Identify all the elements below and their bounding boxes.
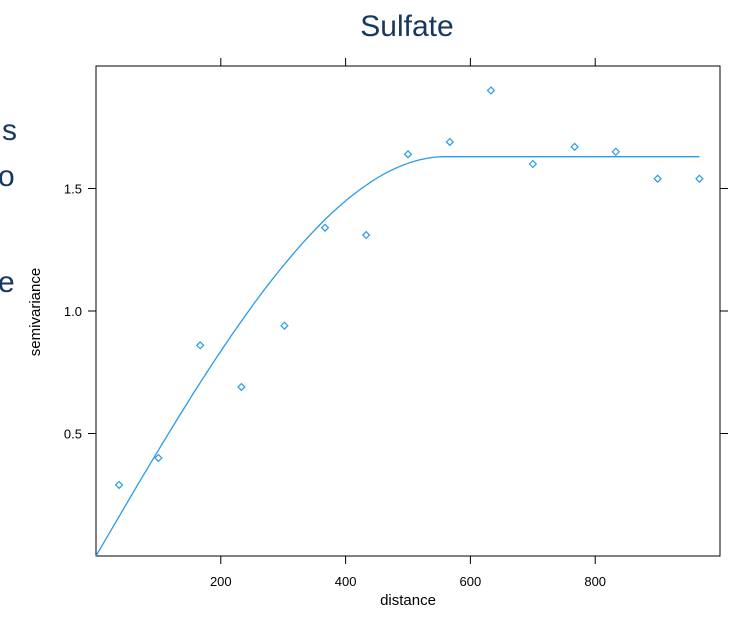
data-point-14 xyxy=(653,174,662,183)
x-axis-tick-labels: 200 400 600 800 xyxy=(210,574,606,589)
data-point-3 xyxy=(195,341,205,350)
chart-title: Sulfate xyxy=(360,10,453,43)
data-point-7 xyxy=(361,230,371,240)
y-axis-tick-labels: 0.5 1.0 1.5 xyxy=(64,182,82,442)
data-point-12 xyxy=(570,142,579,152)
left-text-fragment-3: e xyxy=(0,266,15,299)
data-points xyxy=(114,86,704,490)
x-tick-label-800: 800 xyxy=(584,574,606,589)
x-tick-label-200: 200 xyxy=(210,574,232,589)
data-point-11 xyxy=(528,159,538,169)
left-text-fragment-2: o xyxy=(0,160,15,193)
data-point-5 xyxy=(280,321,289,330)
x-tick-label-400: 400 xyxy=(335,574,357,589)
left-text-fragment-1: s xyxy=(2,114,17,147)
x-axis-label: distance xyxy=(380,592,436,609)
y-tick-label-2: 1.5 xyxy=(64,182,82,197)
y-tick-label-0: 0.5 xyxy=(64,427,82,442)
fitted-model-line xyxy=(95,156,700,557)
data-point-13 xyxy=(611,147,621,156)
data-point-15 xyxy=(695,174,704,183)
x-axis-ticks xyxy=(220,58,596,564)
plot-frame xyxy=(95,65,721,557)
data-point-2 xyxy=(154,453,163,463)
data-point-9 xyxy=(445,137,455,147)
y-axis-ticks xyxy=(88,188,728,434)
data-point-10 xyxy=(486,86,496,95)
y-tick-label-1: 1.0 xyxy=(64,304,82,319)
data-point-4 xyxy=(237,382,246,392)
x-tick-label-600: 600 xyxy=(460,574,482,589)
y-axis-label: semivariance xyxy=(27,268,44,356)
data-point-1 xyxy=(114,480,124,490)
data-point-8 xyxy=(403,149,413,159)
data-point-6 xyxy=(320,223,330,232)
